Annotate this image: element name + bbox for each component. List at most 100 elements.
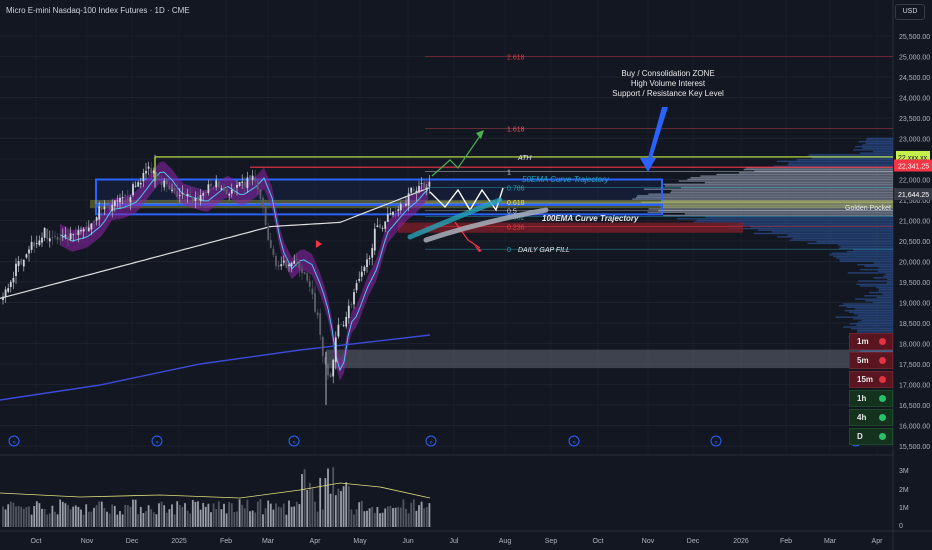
- volume-bar: [33, 506, 36, 527]
- volume-bar: [275, 503, 277, 527]
- volume-bar: [98, 501, 101, 527]
- candle-body: [228, 193, 231, 196]
- volume-profile-bar: [839, 259, 893, 261]
- candle-body: [290, 262, 293, 266]
- volume-bar: [355, 509, 358, 527]
- timeframe-label: 1m: [857, 337, 869, 346]
- volume-bar: [35, 501, 38, 527]
- volume-bar: [363, 511, 366, 527]
- volume-profile-bar: [864, 295, 893, 297]
- candle-body: [163, 180, 166, 188]
- callout-arrow: [640, 107, 668, 172]
- price-tick-label: 17,500.00: [899, 362, 930, 369]
- timeframe-row-15m: 15m: [849, 371, 893, 388]
- volume-bar: [376, 507, 379, 527]
- volume-profile-bar: [854, 308, 893, 310]
- candle-body: [217, 181, 220, 188]
- time-tick-label: Feb: [220, 538, 232, 545]
- volume-bar: [280, 507, 283, 527]
- volume-profile-bar: [777, 236, 893, 238]
- volume-bar: [176, 501, 179, 527]
- candle-body: [139, 182, 142, 185]
- volume-bar: [301, 474, 303, 527]
- volume-profile-bar: [835, 316, 893, 318]
- volume-profile-bar: [865, 300, 893, 302]
- volume-bar: [150, 509, 153, 527]
- volume-bar: [204, 506, 207, 527]
- volume-bar: [85, 504, 88, 527]
- volume-bar: [251, 510, 254, 527]
- candle-body: [17, 261, 20, 267]
- volume-profile-bar: [883, 275, 893, 277]
- volume-bar: [360, 500, 363, 527]
- volume-bar: [199, 509, 202, 527]
- time-tick-label: Nov: [642, 538, 655, 545]
- volume-bar: [184, 503, 186, 527]
- volume-profile-bar: [811, 157, 893, 159]
- candle-body: [43, 227, 46, 238]
- fib-level-label: 1.618: [507, 126, 525, 133]
- candle-body: [295, 259, 298, 260]
- volume-bar: [38, 503, 41, 527]
- candle-body: [324, 356, 327, 364]
- replay-marker-icon: [568, 435, 580, 447]
- volume-bar: [197, 501, 199, 527]
- volume-profile-bar: [829, 254, 893, 256]
- volume-profile-bar: [859, 152, 893, 154]
- volume-bar: [191, 500, 194, 527]
- volume-bar: [108, 513, 111, 527]
- gap-fill-label: DAILY GAP FILL: [518, 247, 570, 254]
- candle-body: [103, 206, 106, 210]
- price-tick-label: 21,500.00: [899, 198, 930, 205]
- volume-profile-bar: [876, 296, 893, 299]
- volume-profile-bar: [678, 180, 893, 182]
- candle-body: [51, 236, 54, 238]
- volume-profile-bar: [658, 209, 893, 212]
- volume-profile-bar: [846, 250, 893, 253]
- currency-button[interactable]: USD: [895, 4, 925, 20]
- volume-profile-bar: [860, 268, 893, 271]
- volume-profile-bar: [836, 257, 893, 259]
- volume-bar: [173, 514, 176, 527]
- candle-body: [262, 197, 264, 207]
- gap-fill-band: [326, 349, 893, 369]
- volume-bar: [327, 468, 329, 527]
- candle-body: [160, 181, 163, 186]
- volume-profile-bar: [865, 142, 893, 145]
- volume-profile-bar: [671, 190, 893, 192]
- volume-ma-line: [0, 482, 431, 499]
- volume-bar: [7, 504, 10, 527]
- candle-body: [152, 170, 155, 174]
- price-tick-label: 21,000.00: [899, 219, 930, 226]
- status-dot-icon: [879, 414, 886, 421]
- candle-body: [397, 209, 400, 211]
- candle-body: [275, 255, 277, 267]
- ema200-line: [0, 334, 431, 401]
- volume-bar: [381, 512, 384, 527]
- replay-marker-icon: [151, 435, 163, 447]
- volume-profile-bar: [705, 216, 893, 218]
- candle-body: [285, 260, 288, 268]
- candle-body: [178, 195, 181, 197]
- candle-body: [358, 279, 361, 281]
- volume-profile-bar: [861, 144, 893, 146]
- candle-body: [106, 205, 108, 207]
- volume-bar: [241, 504, 244, 527]
- volume-bar: [321, 509, 324, 527]
- volume-profile-bar: [808, 154, 893, 156]
- candle-body: [329, 373, 332, 378]
- candle-body: [93, 221, 95, 223]
- replay-marker-glyph: »: [429, 440, 433, 446]
- volume-profile-bar: [773, 165, 893, 167]
- time-tick-label: Sep: [545, 538, 558, 545]
- candle-body: [316, 312, 319, 316]
- candle-body: [189, 194, 192, 196]
- price-tick-label: 16,500.00: [899, 403, 930, 410]
- timeframe-label: 15m: [857, 375, 874, 384]
- candle-body: [137, 182, 140, 187]
- volume-profile-bar: [853, 249, 893, 251]
- volume-bar: [246, 499, 249, 527]
- volume-profile-bar: [743, 168, 893, 171]
- volume-profile-bar: [687, 178, 893, 181]
